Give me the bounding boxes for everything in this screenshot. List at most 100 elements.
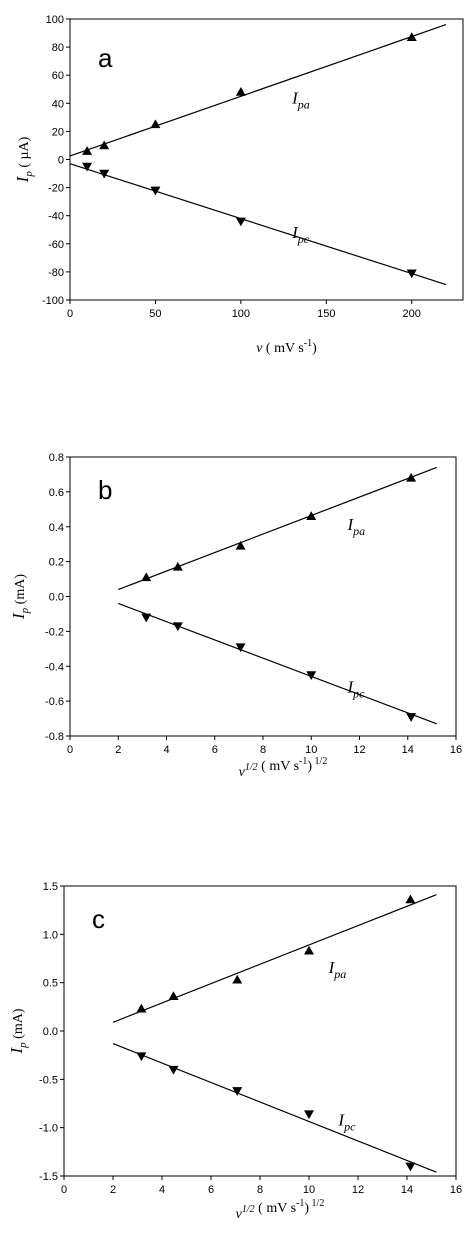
data-point-pa [136,1003,147,1013]
y-tick-label: 0 [58,155,64,167]
data-point-pc [168,1065,179,1075]
y-tick-label: -100 [42,295,64,307]
y-tick-label: -0.5 [39,1074,58,1086]
y-tick-label: -60 [48,239,64,251]
x-tick-label: 6 [208,1184,214,1196]
y-tick-label: 0.2 [49,557,64,569]
data-point-pa [235,540,246,550]
y-tick-label: 0.6 [49,487,64,499]
x-tick-label: 150 [317,308,335,320]
y-axis-label: Ip (mA) [9,574,31,620]
x-tick-label: 4 [159,1184,165,1196]
x-axis-label: v1/2 ( mV s-1) 1/2 [239,756,328,780]
y-tick-label: -0.8 [45,731,64,743]
plot-frame [69,456,457,737]
data-point-pa [306,511,317,521]
x-tick-label: 8 [257,1184,263,1196]
series-pc: Ipc [112,1043,437,1173]
series-pa: Ipa [69,24,447,157]
y-tick-label: -0.2 [45,626,64,638]
fit-line-pa [112,894,437,1023]
data-point-pc [235,643,246,653]
x-axis-label: v ( mV s-1) [256,338,317,356]
y-tick-label: -40 [48,211,64,223]
x-tick-label: 8 [260,744,266,756]
y-tick-label: 0.4 [49,522,64,534]
data-point-pa [232,974,243,984]
fit-line-pc [112,1043,437,1173]
data-point-pa [406,472,417,482]
data-point-pc [406,269,417,279]
x-tick-label: 50 [149,308,161,320]
chart-panel-c: 0 2 4 6 8 10 12 14 16 -1.5 -1.0 -0.5 0.0 0.5 1.0 1.5 c v1… [7,881,462,1222]
y-tick-label: 100 [46,14,64,26]
data-point-pc [172,622,183,632]
series-label-pc: Ipc [291,223,310,246]
y-tick-label: 0.0 [49,592,64,604]
y-tick-label: -1.0 [39,1123,58,1135]
series-label-pc: Ipc [337,1111,356,1134]
data-point-pc [306,671,317,680]
x-tick-label: 12 [353,744,365,756]
data-point-pc [136,1052,147,1062]
y-tick-label: 0.0 [43,1026,58,1038]
data-point-pa [406,32,417,42]
y-tick-label: 0.8 [49,452,64,464]
data-point-pa [235,87,246,96]
data-point-pa [141,572,152,582]
data-point-pc [405,1162,416,1172]
y-tick-label: 1.0 [43,929,58,941]
data-point-pc [99,169,110,179]
y-tick-label: -20 [48,183,64,195]
data-point-pc [82,162,93,172]
data-point-pa [82,146,93,155]
fit-line-pa [69,24,447,157]
series-pc: Ipc [69,162,447,286]
x-tick-label: 0 [67,744,73,756]
x-tick-label: 14 [402,744,414,756]
series-pa: Ipa [118,466,437,591]
data-point-pa [150,119,161,129]
y-axis-label: Ip (mA) [7,1008,29,1054]
data-point-pa [172,561,183,571]
series-label-pa: Ipa [346,515,365,538]
y-tick-label: -0.4 [45,661,64,673]
x-tick-label: 2 [110,1184,116,1196]
panel-label: c [92,904,105,934]
x-tick-label: 200 [403,308,421,320]
data-point-pc [141,613,152,623]
x-tick-label: 2 [115,744,121,756]
x-tick-label: 4 [163,744,169,756]
x-tick-label: 100 [232,308,250,320]
x-tick-label: 16 [450,744,462,756]
y-axis-label: Ip ( µA) [13,136,35,183]
chart-panel-a: 0 50 100 150 200 -100 -80 -60 -40 -20 0 20 40 60 80 100… [13,14,464,356]
plot-frame [69,18,464,301]
series-label-pa: Ipa [291,88,310,111]
x-tick-label: 16 [450,1184,462,1196]
y-tick-label: 0.5 [43,978,58,990]
fit-line-pc [69,163,447,286]
x-tick-label: 6 [212,744,218,756]
series-pc: Ipc [118,602,437,725]
series-label-pc: Ipc [346,677,365,700]
series-pa: Ipa [112,894,437,1023]
data-point-pa [304,945,314,955]
chart-panel-b: 0 2 4 6 8 10 12 14 16 -0.8 -0.6 -0.4 -0.2 0.0 0.2 0.4 0.… [9,452,462,780]
panel-label: a [98,43,113,73]
data-point-pc [232,1087,243,1096]
series-label-pa: Ipa [328,958,347,981]
y-tick-label: 1.5 [43,881,58,893]
x-tick-label: 12 [352,1184,364,1196]
x-axis-label: v1/2 ( mV s-1) 1/2 [236,1198,325,1222]
x-tick-label: 0 [61,1184,67,1196]
data-point-pa [405,894,416,904]
data-point-pa [168,991,179,1000]
fit-line-pa [118,466,437,591]
y-tick-label: -1.5 [39,1171,58,1183]
y-tick-label: -0.6 [45,696,64,708]
data-point-pc [304,1110,314,1120]
y-tick-label: 40 [52,98,64,110]
x-tick-label: 10 [303,1184,315,1196]
